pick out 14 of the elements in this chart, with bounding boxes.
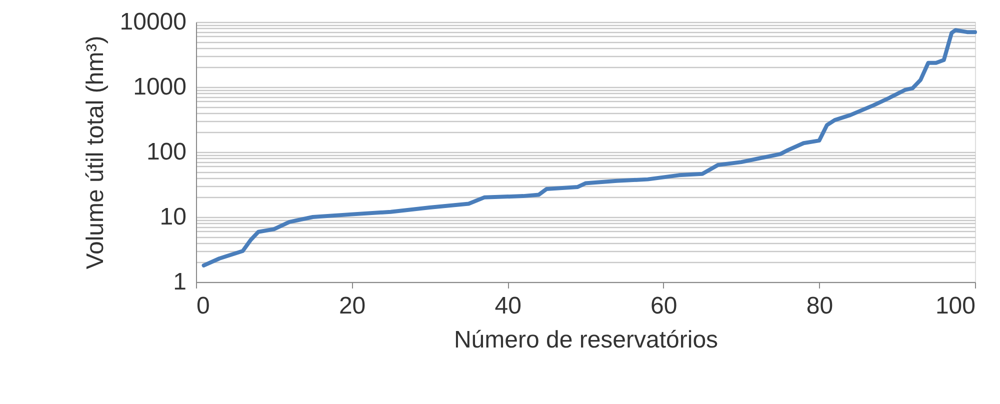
x-tick-label: 20 <box>338 292 366 320</box>
x-tick-label: 0 <box>196 292 210 320</box>
y-axis-title: Volume útil total (hm³) <box>82 36 109 270</box>
y-tick-label: 100 <box>146 138 186 166</box>
x-tick-label: 60 <box>650 292 678 320</box>
x-axis-title: Número de reservatórios <box>454 326 718 354</box>
line-series <box>202 28 977 268</box>
y-tick-label: 1000 <box>133 74 186 100</box>
y-tick-label: 1 <box>173 268 186 296</box>
y-tick-label: 10 <box>160 204 186 230</box>
x-tick-label: 40 <box>494 292 522 320</box>
x-tick-label: 100 <box>935 292 976 320</box>
x-tick-label: 80 <box>806 292 834 320</box>
y-tick-label: 10000 <box>120 8 186 36</box>
